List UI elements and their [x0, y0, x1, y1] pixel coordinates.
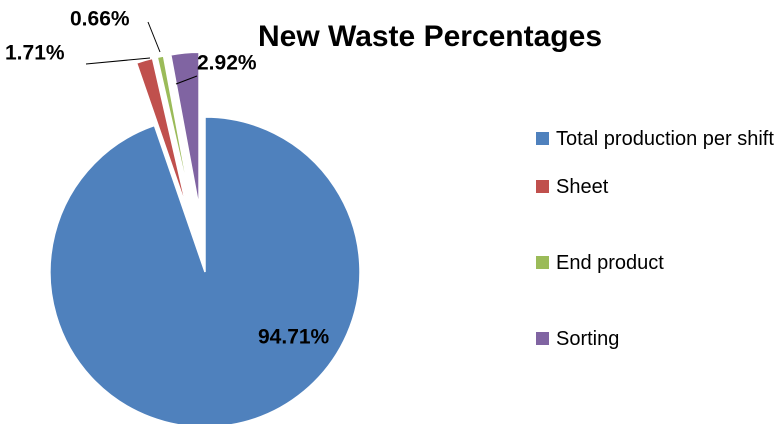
- legend-label: Total production per shift: [556, 128, 774, 150]
- pie-slice: [169, 51, 200, 208]
- data-label: 0.66%: [70, 8, 130, 31]
- legend: Total production per shift Sheet End produ…: [536, 124, 776, 354]
- data-label: 94.71%: [258, 326, 330, 349]
- legend-swatch: [536, 332, 549, 345]
- legend-label: Sorting: [556, 328, 620, 350]
- pie-slice: [135, 57, 188, 210]
- legend-item: Sorting: [536, 324, 776, 354]
- leader-line: [175, 75, 198, 85]
- legend-label: Sheet: [556, 176, 609, 198]
- pie-slice: [49, 116, 361, 424]
- legend-swatch: [536, 256, 549, 269]
- pie-slice: [156, 55, 193, 209]
- legend-item: Sheet: [536, 172, 776, 202]
- legend-item: End product: [536, 248, 776, 278]
- legend-label: End product: [556, 252, 664, 274]
- data-label: 1.71%: [5, 42, 65, 65]
- leader-line: [85, 57, 151, 65]
- data-label: 2.92%: [197, 52, 257, 75]
- leader-line: [147, 21, 161, 53]
- legend-swatch: [536, 132, 549, 145]
- chart-title: New Waste Percentages: [258, 20, 602, 53]
- legend-item: Total production per shift: [536, 124, 776, 154]
- legend-swatch: [536, 180, 549, 193]
